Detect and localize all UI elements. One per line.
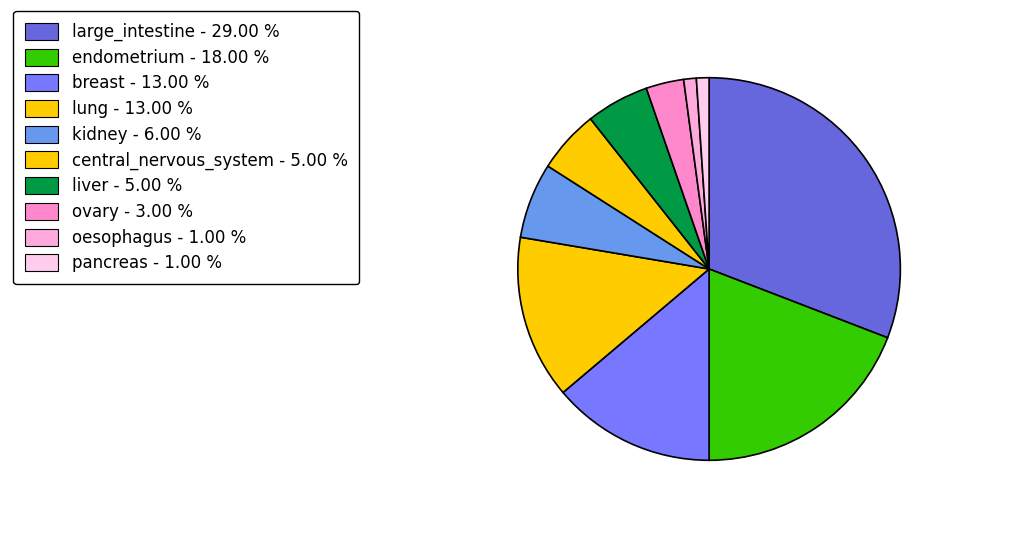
Wedge shape	[591, 88, 709, 269]
Wedge shape	[521, 166, 709, 269]
Wedge shape	[684, 78, 709, 269]
Wedge shape	[563, 269, 709, 461]
Wedge shape	[709, 269, 887, 461]
Wedge shape	[518, 237, 709, 393]
Wedge shape	[696, 77, 709, 269]
Wedge shape	[709, 77, 901, 338]
Wedge shape	[646, 80, 709, 269]
Legend: large_intestine - 29.00 %, endometrium - 18.00 %, breast - 13.00 %, lung - 13.00: large_intestine - 29.00 %, endometrium -…	[13, 11, 360, 284]
Wedge shape	[548, 119, 709, 269]
